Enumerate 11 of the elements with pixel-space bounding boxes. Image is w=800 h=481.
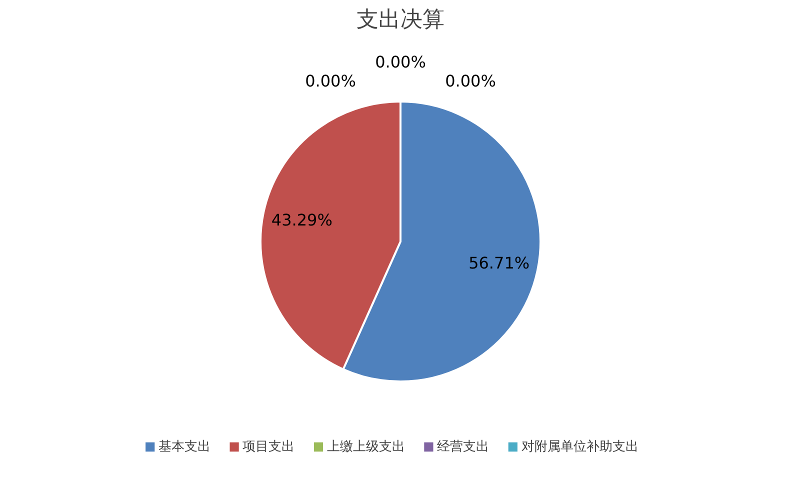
legend-label: 项目支出 bbox=[242, 439, 295, 454]
data-label: 43.29% bbox=[271, 210, 332, 230]
legend-label: 对附属单位补助支出 bbox=[521, 439, 638, 454]
text: 0.00% bbox=[375, 52, 426, 72]
legend-label: 基本支出 bbox=[158, 439, 210, 454]
text: 0.00% bbox=[305, 71, 356, 90]
chart-title: 支出决算 bbox=[356, 8, 444, 32]
legend-label: 经营支出 bbox=[437, 439, 490, 454]
text: 0.00% bbox=[445, 71, 496, 90]
data-label: 56.71% bbox=[468, 254, 530, 273]
legend-label: 上缴上级支出 bbox=[326, 439, 405, 454]
